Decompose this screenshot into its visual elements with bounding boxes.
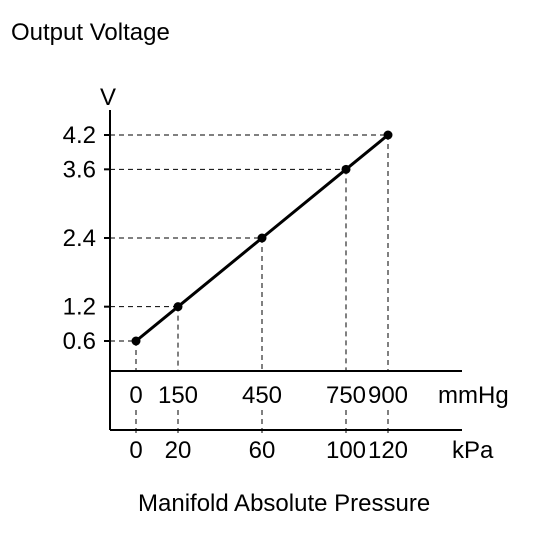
x-tick-labels: 0 0 150 20 450 60 750 100 900 120 <box>129 382 408 464</box>
data-point <box>383 130 393 140</box>
x-tick-label-mmhg: 750 <box>326 382 366 409</box>
x-tick-label-mmhg: 150 <box>158 382 198 409</box>
x-tick-label-kpa: 100 <box>326 437 366 464</box>
x-tick-label-kpa: 60 <box>249 437 276 464</box>
x-tick-label-kpa: 20 <box>165 437 192 464</box>
y-tick-label: 1.2 <box>63 294 96 321</box>
x-tick-label-kpa: 120 <box>368 437 408 464</box>
y-tick-label: 3.6 <box>63 156 96 183</box>
data-point <box>257 233 267 243</box>
y-axis-label: V <box>100 84 116 111</box>
y-tick-label: 2.4 <box>63 225 96 252</box>
y-ticks: 0.6 1.2 2.4 3.6 4.2 <box>63 122 110 355</box>
x-unit-secondary: kPa <box>452 437 494 464</box>
x-tick-label-mmhg: 450 <box>242 382 282 409</box>
x-tick-label-mmhg: 0 <box>129 382 142 409</box>
guide-lines <box>110 134 389 436</box>
chart-title: Output Voltage <box>11 19 170 46</box>
x-axis-label: Manifold Absolute Pressure <box>138 490 430 517</box>
series <box>131 130 393 346</box>
data-point <box>131 336 141 346</box>
data-point <box>341 164 351 174</box>
y-tick-label: 4.2 <box>63 122 96 149</box>
x-unit-primary: mmHg <box>438 382 509 409</box>
y-tick-label: 0.6 <box>63 328 96 355</box>
data-point <box>173 302 183 312</box>
x-tick-label-mmhg: 900 <box>368 382 408 409</box>
x-tick-label-kpa: 0 <box>129 437 142 464</box>
